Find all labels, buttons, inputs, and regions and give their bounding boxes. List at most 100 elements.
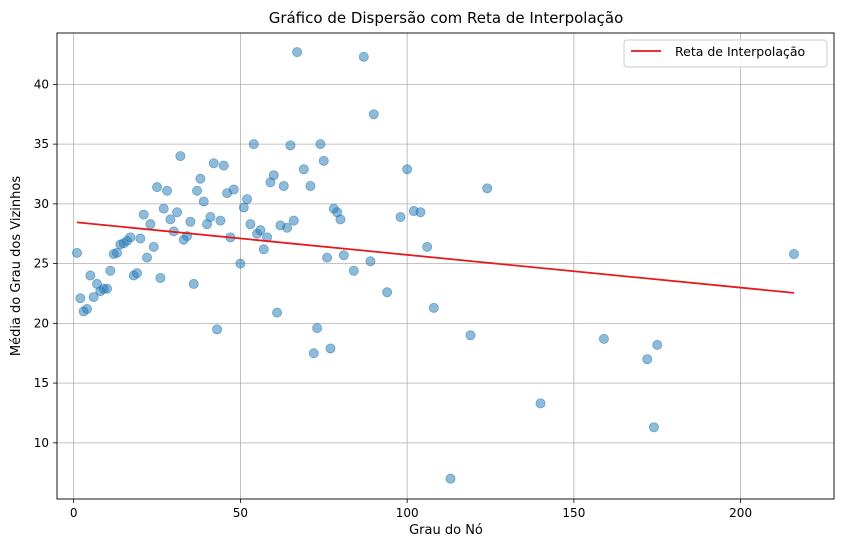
y-tick-label: 20 [34,316,49,330]
scatter-point [268,170,279,181]
scatter-point [305,180,316,191]
scatter-point [162,185,173,196]
scatter-point [105,265,116,276]
scatter-point [465,330,476,341]
scatter-point [248,139,259,150]
plot-frame [56,32,835,500]
x-tick-label: 100 [396,506,419,520]
scatter-point [172,207,183,218]
scatter-point [358,51,369,62]
y-tick-label: 30 [34,197,49,211]
scatter-point [228,184,239,195]
scatter-point [145,219,156,230]
scatter-point [192,185,203,196]
scatter-point [288,215,299,226]
scatter-point [308,348,319,359]
x-axis-label: Grau do Nó [409,523,483,538]
scatter-points [72,47,799,484]
scatter-point [482,183,493,194]
y-tick-label: 15 [34,376,49,390]
scatter-point [218,160,229,171]
scatter-point [135,233,146,244]
scatter-point [245,219,256,230]
scatter-point [205,212,216,223]
legend-label: Reta de Interpolação [675,44,805,59]
scatter-point [642,354,653,365]
scatter-point [422,241,433,252]
legend: Reta de Interpolação [623,39,828,68]
scatter-point [242,194,253,205]
scatter-point [75,293,86,304]
scatter-point [72,247,83,258]
scatter-point [535,398,546,409]
scatter-point [598,333,609,344]
chart-title: Gráfico de Dispersão com Reta de Interpo… [269,9,624,27]
scatter-point [185,216,196,227]
scatter-point [415,207,426,218]
y-tick-label: 35 [34,137,49,151]
scatter-point [82,304,93,315]
scatter-point [138,209,149,220]
scatter-point [258,244,269,255]
scatter-point [85,270,96,281]
scatter-point [312,323,323,334]
scatter-point [272,307,283,318]
scatter-point [318,155,329,166]
scatter-point [175,151,186,162]
scatter-point [235,258,246,269]
scatter-point [292,47,303,58]
scatter-point [102,283,113,294]
y-tick-label: 10 [34,436,49,450]
x-tick-label: 50 [233,506,248,520]
scatter-point [315,139,326,150]
scatter-point [195,173,206,184]
scatter-point [152,182,163,193]
scatter-point [112,247,123,258]
scatter-point [788,249,799,260]
scatter-point [648,422,659,433]
scatter-point [165,214,176,225]
scatter-point [348,265,359,276]
scatter-point [238,202,249,213]
scatter-point [282,222,293,233]
x-tick-label: 0 [70,506,78,520]
scatter-point [88,292,99,303]
scatter-point [298,164,309,175]
scatter-point [428,302,439,313]
scatter-point [395,212,406,223]
y-tick-label: 25 [34,257,49,271]
scatter-point [338,250,349,261]
scatter-point [255,225,266,236]
scatter-point [155,272,166,283]
scatter-point [445,473,456,484]
interpolation-line-layer [76,221,795,294]
scatter-point [125,232,136,243]
scatter-point [368,109,379,120]
scatter-point [188,278,199,289]
scatter-point [142,252,153,263]
scatter-point [335,214,346,225]
scatter-point [278,180,289,191]
scatter-point [402,164,413,175]
scatter-point [382,287,393,298]
scatter-point [365,256,376,267]
scatter-point [198,196,209,207]
y-tick-label: 40 [34,77,49,91]
legend-box [623,39,828,68]
x-tick-label: 200 [729,506,752,520]
scatter-point [325,343,336,354]
y-axis-label: Média do Grau dos Vizinhos [9,176,24,356]
x-axis-ticks: 0 50 100 150 200 [70,499,752,520]
scatter-point [285,140,296,151]
y-axis-ticks: 10 15 20 25 30 35 40 [34,77,57,450]
scatter-point [652,339,663,350]
scatter-point [158,203,169,214]
scatter-point [322,252,333,263]
scatter-point [212,324,223,335]
scatter-point [215,215,226,226]
scatter-point [132,268,143,279]
grid-lines [57,33,834,499]
scatter-point [148,241,159,252]
x-tick-label: 150 [562,506,585,520]
